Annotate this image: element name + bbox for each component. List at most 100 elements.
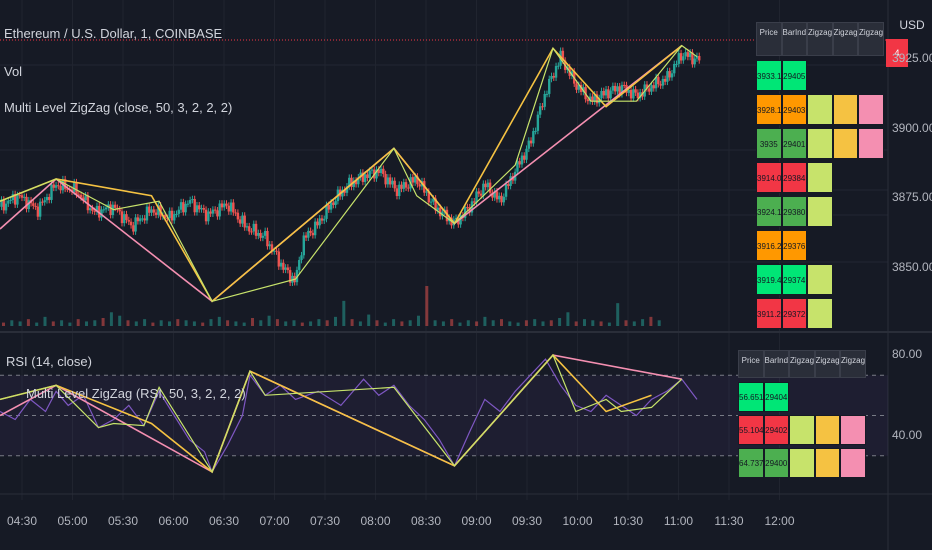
volume-bar	[450, 319, 454, 326]
candle-body	[648, 88, 651, 92]
candle-body	[427, 191, 430, 203]
candle-body	[320, 218, 324, 221]
candle-body	[600, 90, 603, 99]
candle-body	[113, 204, 117, 208]
time-tick-label: 07:30	[309, 514, 341, 528]
candle-body	[434, 198, 437, 211]
candle-body	[698, 55, 701, 61]
table-barindex-cell: 29402	[763, 415, 789, 445]
candle-body	[277, 251, 280, 267]
table-barindex-cell: 29374	[781, 264, 807, 295]
time-tick-label: 12:00	[764, 514, 795, 528]
candle-body	[538, 106, 542, 115]
candle-body	[413, 176, 417, 183]
table-barindex-cell: 29403	[781, 94, 807, 125]
candle-body	[179, 202, 183, 210]
price-tick-label: 3850.00	[892, 259, 932, 274]
candle-body	[257, 232, 260, 236]
rsi-tick-label: 40.00	[892, 427, 923, 442]
candle-body	[388, 177, 392, 185]
candle-body	[225, 203, 228, 206]
price-tick-label: 3900.00	[892, 120, 932, 135]
candle-body	[529, 140, 533, 144]
volume-bar	[43, 316, 47, 326]
candle-body	[488, 182, 492, 193]
candle-body	[254, 223, 258, 236]
volume-bar	[367, 314, 371, 326]
candle-body	[534, 130, 537, 132]
candle-body	[4, 203, 8, 211]
candle-body	[666, 71, 669, 82]
candle-body	[129, 221, 133, 226]
candle-body	[248, 226, 251, 232]
candle-body	[454, 217, 458, 220]
candle-body	[518, 161, 521, 165]
volume-bar	[159, 320, 163, 326]
time-tick-label: 05:30	[107, 514, 139, 528]
volume-bar	[599, 321, 603, 326]
candle-body	[504, 184, 508, 197]
candle-body	[9, 200, 12, 202]
candle-body	[682, 56, 685, 61]
candle-body	[482, 183, 485, 196]
candle-body	[200, 208, 203, 210]
candle-body	[0, 199, 3, 207]
candle-body	[382, 168, 385, 175]
volume-bar	[624, 320, 628, 326]
volume-bar	[441, 321, 445, 326]
volume-bar	[541, 321, 545, 326]
candle-body	[668, 71, 671, 78]
candle-body	[386, 177, 390, 185]
candle-body	[327, 205, 330, 210]
rsi-legend[interactable]: RSI (14, close)	[6, 354, 92, 369]
candle-body	[134, 217, 137, 232]
candle-body	[507, 184, 510, 186]
candle-body	[182, 202, 185, 213]
rsi-tick-label: 80.00	[892, 347, 923, 362]
rsi-zigzag-legend[interactable]: Multi Level ZigZag (RSI, 50, 3, 2, 2, 2)	[26, 386, 246, 401]
candle-body	[650, 85, 653, 92]
candle-body	[582, 87, 585, 92]
volume-bar	[60, 320, 64, 326]
volume-bar	[118, 315, 122, 326]
candle-body	[684, 52, 687, 57]
symbol-title[interactable]: Ethereum / U.S. Dollar, 1, COINBASE	[4, 26, 223, 41]
candle-body	[402, 182, 405, 189]
candle-body	[395, 188, 399, 197]
volume-bar	[317, 319, 321, 326]
candle-body	[43, 200, 46, 203]
candle-body	[16, 195, 19, 205]
candle-body	[350, 177, 353, 187]
candle-body	[618, 86, 621, 95]
candle-body	[245, 226, 249, 228]
candle-body	[632, 89, 635, 99]
candle-body	[366, 174, 369, 178]
candle-body	[170, 210, 174, 221]
candle-body	[661, 78, 665, 86]
candle-body	[602, 90, 605, 96]
volume-legend[interactable]: Vol	[4, 64, 23, 79]
candle-body	[691, 52, 694, 65]
candle-body	[657, 77, 660, 85]
candle-body	[45, 197, 49, 201]
currency-label[interactable]: USD	[899, 18, 925, 32]
candle-body	[354, 180, 358, 185]
volume-bar	[607, 322, 611, 326]
candle-body	[493, 191, 496, 198]
candle-body	[7, 200, 10, 204]
candle-body	[150, 209, 153, 213]
volume-bar	[284, 321, 288, 326]
candle-body	[445, 209, 449, 222]
candle-body	[429, 201, 433, 203]
volume-bar	[93, 320, 97, 326]
volume-bar	[558, 318, 562, 326]
candle-body	[357, 177, 360, 185]
time-tick-label: 07:00	[259, 514, 290, 528]
table-price-cell: 3914.01	[756, 162, 782, 193]
candle-body	[218, 203, 221, 217]
zigzag-legend[interactable]: Multi Level ZigZag (close, 50, 3, 2, 2, …	[4, 100, 233, 115]
volume-bar	[516, 322, 520, 326]
volume-bar	[101, 318, 105, 326]
candle-body	[645, 84, 649, 89]
